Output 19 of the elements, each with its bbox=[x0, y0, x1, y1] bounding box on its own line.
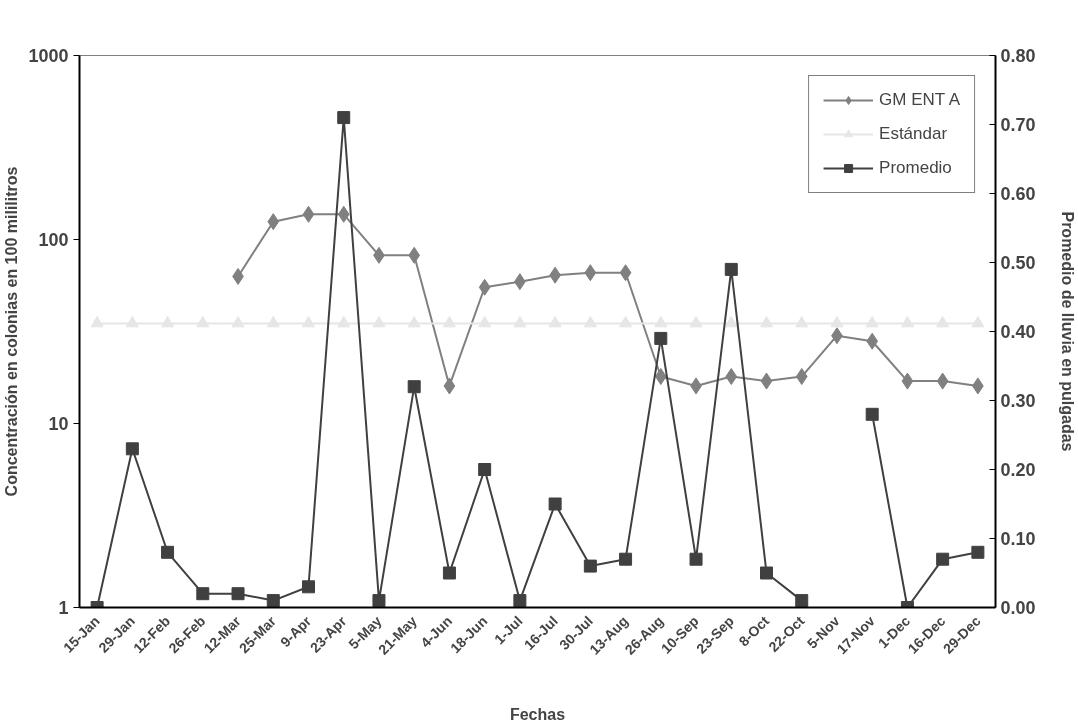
y2-tick-label: 0.80 bbox=[1000, 46, 1036, 66]
y-axis-title: Concentración en colonias en 100 mililitros bbox=[3, 166, 21, 497]
y2-tick-label: 0.30 bbox=[1000, 391, 1036, 411]
y2-tick-label: 0.70 bbox=[1000, 115, 1036, 135]
y-tick-label: 1000 bbox=[28, 46, 69, 66]
y2-tick-label: 0.10 bbox=[1000, 529, 1036, 549]
y2-tick-label: 0.00 bbox=[1000, 598, 1036, 618]
legend-label: Estándar bbox=[879, 124, 948, 144]
y-tick-label: 1 bbox=[58, 598, 69, 618]
y2-tick-label: 0.60 bbox=[1000, 184, 1036, 204]
y-tick-label: 10 bbox=[48, 414, 69, 434]
x-axis-title: Fechas bbox=[509, 706, 566, 724]
y2-axis-title: Promedio de lluvia en pulgadas bbox=[1058, 211, 1076, 452]
y2-tick-label: 0.40 bbox=[1000, 322, 1036, 342]
legend-label: GM ENT A bbox=[879, 90, 960, 110]
y-tick-label: 100 bbox=[38, 230, 69, 250]
y2-tick-label: 0.50 bbox=[1000, 253, 1036, 273]
legend-label: Promedio bbox=[879, 158, 952, 178]
y2-tick-label: 0.20 bbox=[1000, 460, 1036, 480]
